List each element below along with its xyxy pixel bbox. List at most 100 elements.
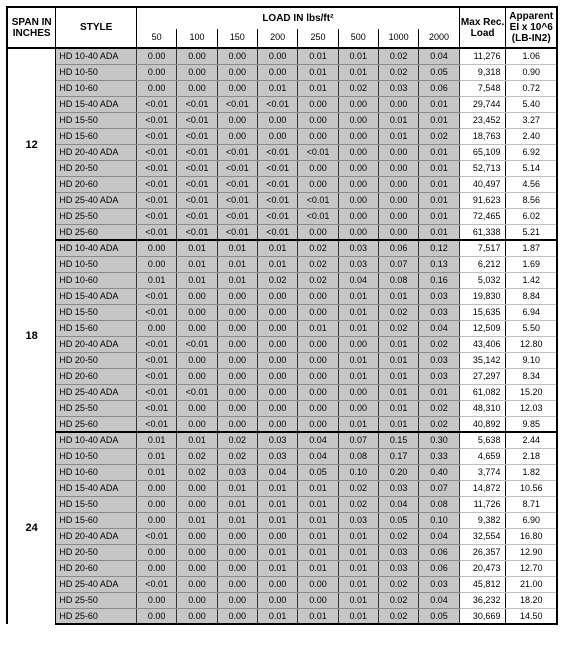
- load-cell: 0.02: [419, 336, 459, 352]
- load-cell: 0.00: [338, 384, 378, 400]
- load-cell: 0.00: [338, 400, 378, 416]
- load-cell: 0.00: [177, 416, 217, 432]
- load-cell: 0.01: [298, 608, 338, 624]
- load-cell: 0.02: [338, 496, 378, 512]
- ei-cell: 9.10: [506, 352, 557, 368]
- load-cell: 0.05: [419, 608, 459, 624]
- header-load-col: 200: [257, 29, 297, 48]
- load-cell: <0.01: [137, 368, 177, 384]
- load-cell: 0.10: [419, 512, 459, 528]
- style-cell: HD 20-40 ADA: [56, 336, 137, 352]
- load-cell: <0.01: [177, 128, 217, 144]
- load-cell: <0.01: [177, 160, 217, 176]
- load-cell: 0.00: [298, 416, 338, 432]
- load-cell: <0.01: [177, 384, 217, 400]
- style-cell: HD 20-60: [56, 176, 137, 192]
- ei-cell: 2.44: [506, 432, 557, 448]
- load-cell: 0.01: [378, 128, 418, 144]
- load-cell: 0.02: [217, 448, 257, 464]
- load-cell: 0.00: [177, 400, 217, 416]
- load-cell: 0.00: [257, 336, 297, 352]
- ei-cell: 2.18: [506, 448, 557, 464]
- load-cell: <0.01: [217, 224, 257, 240]
- header-load-col: 250: [298, 29, 338, 48]
- load-cell: <0.01: [298, 192, 338, 208]
- load-cell: <0.01: [257, 144, 297, 160]
- table-row: HD 15-40 ADA0.000.000.010.010.010.020.03…: [7, 480, 557, 496]
- load-cell: 0.01: [338, 416, 378, 432]
- load-cell: 0.04: [419, 48, 459, 64]
- load-cell: 0.00: [217, 320, 257, 336]
- maxrec-cell: 27,297: [459, 368, 506, 384]
- load-cell: 0.00: [217, 400, 257, 416]
- table-row: HD 25-40 ADA<0.01<0.01<0.01<0.01<0.010.0…: [7, 192, 557, 208]
- maxrec-cell: 29,744: [459, 96, 506, 112]
- maxrec-cell: 35,142: [459, 352, 506, 368]
- maxrec-cell: 14,872: [459, 480, 506, 496]
- load-cell: 0.00: [137, 240, 177, 256]
- load-cell: 0.00: [338, 224, 378, 240]
- table-row: HD 20-50<0.010.000.000.000.000.010.010.0…: [7, 352, 557, 368]
- load-cell: 0.00: [298, 384, 338, 400]
- load-cell: 0.01: [338, 304, 378, 320]
- style-cell: HD 15-60: [56, 128, 137, 144]
- load-cell: 0.01: [298, 48, 338, 64]
- table-row: HD 15-600.000.010.010.010.010.030.050.10…: [7, 512, 557, 528]
- table-body: 12HD 10-40 ADA0.000.000.000.000.010.010.…: [7, 48, 557, 624]
- header-span: SPAN IN INCHES: [7, 7, 56, 48]
- load-cell: 0.00: [217, 336, 257, 352]
- style-cell: HD 25-40 ADA: [56, 384, 137, 400]
- load-cell: 0.00: [298, 224, 338, 240]
- load-cell: 0.01: [419, 384, 459, 400]
- load-cell: 0.00: [378, 144, 418, 160]
- load-cell: 0.01: [177, 432, 217, 448]
- header-ei: Apparent EI x 10^6 (LB-IN2): [506, 7, 557, 48]
- load-cell: 0.04: [419, 320, 459, 336]
- load-cell: 0.01: [338, 352, 378, 368]
- style-cell: HD 20-40 ADA: [56, 528, 137, 544]
- table-row: HD 10-600.010.020.030.040.050.100.200.40…: [7, 464, 557, 480]
- load-cell: <0.01: [257, 160, 297, 176]
- maxrec-cell: 9,382: [459, 512, 506, 528]
- ei-cell: 5.50: [506, 320, 557, 336]
- load-cell: <0.01: [137, 176, 177, 192]
- load-cell: 0.00: [257, 416, 297, 432]
- style-cell: HD 25-40 ADA: [56, 576, 137, 592]
- load-cell: 0.00: [177, 496, 217, 512]
- load-cell: 0.00: [217, 80, 257, 96]
- style-cell: HD 15-40 ADA: [56, 288, 137, 304]
- style-cell: HD 20-60: [56, 560, 137, 576]
- maxrec-cell: 40,892: [459, 416, 506, 432]
- maxrec-cell: 6,212: [459, 256, 506, 272]
- load-cell: 0.02: [378, 320, 418, 336]
- load-cell: <0.01: [217, 192, 257, 208]
- load-cell: 0.00: [298, 304, 338, 320]
- style-cell: HD 20-50: [56, 160, 137, 176]
- load-cell: 0.07: [378, 256, 418, 272]
- load-cell: 0.00: [257, 320, 297, 336]
- load-cell: 0.00: [177, 560, 217, 576]
- maxrec-cell: 5,638: [459, 432, 506, 448]
- load-cell: <0.01: [137, 144, 177, 160]
- load-cell: 0.00: [298, 352, 338, 368]
- load-cell: 0.01: [419, 112, 459, 128]
- style-cell: HD 25-60: [56, 608, 137, 624]
- load-cell: 0.01: [257, 544, 297, 560]
- table-row: HD 25-60<0.010.000.000.000.000.010.010.0…: [7, 416, 557, 432]
- style-cell: HD 10-40 ADA: [56, 48, 137, 64]
- load-cell: 0.20: [378, 464, 418, 480]
- maxrec-cell: 11,726: [459, 496, 506, 512]
- load-cell: 0.00: [177, 592, 217, 608]
- load-cell: 0.00: [257, 576, 297, 592]
- load-cell: 0.00: [217, 64, 257, 80]
- load-cell: 0.00: [257, 304, 297, 320]
- load-cell: 0.33: [419, 448, 459, 464]
- load-cell: 0.03: [338, 512, 378, 528]
- load-cell: <0.01: [137, 528, 177, 544]
- load-cell: 0.03: [338, 256, 378, 272]
- header-load-col: 100: [177, 29, 217, 48]
- table-row: HD 20-40 ADA<0.01<0.010.000.000.000.000.…: [7, 336, 557, 352]
- load-cell: 0.00: [378, 208, 418, 224]
- load-cell: 0.01: [378, 400, 418, 416]
- header-load: LOAD IN lbs/ft²: [137, 7, 460, 29]
